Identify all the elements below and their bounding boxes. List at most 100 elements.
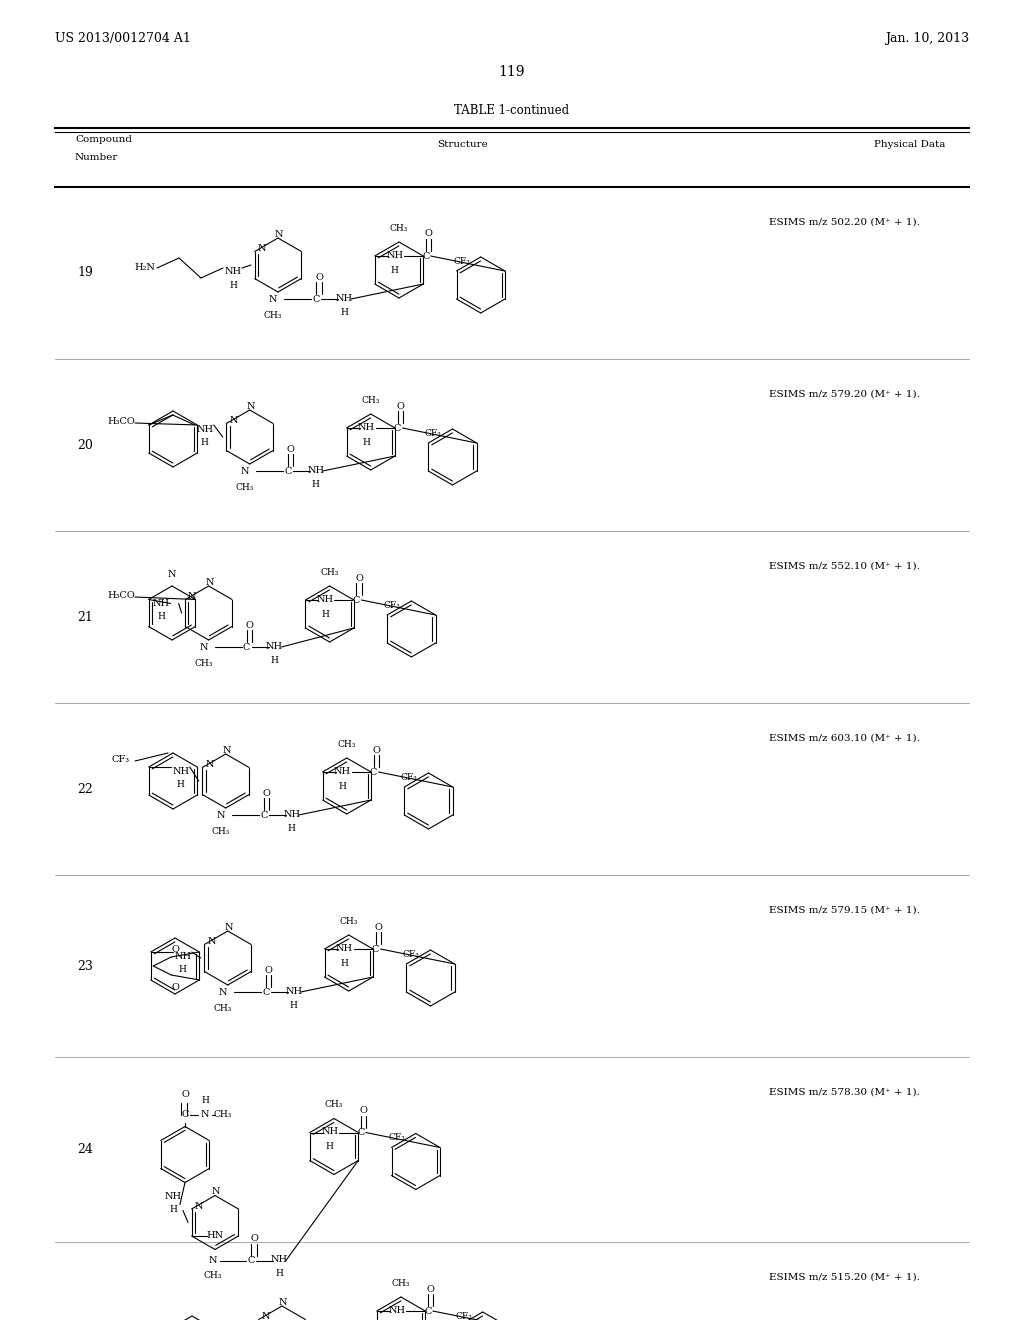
Text: ESIMS m/z 515.20 (M⁺ + 1).: ESIMS m/z 515.20 (M⁺ + 1).	[769, 1272, 920, 1282]
Text: NH: NH	[336, 944, 353, 953]
Text: 24: 24	[77, 1143, 93, 1156]
Text: NH: NH	[334, 767, 351, 776]
Text: N: N	[201, 1110, 209, 1119]
Text: HN: HN	[206, 1230, 223, 1239]
Text: NH: NH	[172, 767, 189, 776]
Text: H: H	[326, 1142, 334, 1151]
Text: H: H	[169, 1205, 177, 1214]
Text: O: O	[181, 1090, 189, 1100]
Text: NH: NH	[224, 268, 242, 276]
Text: C: C	[262, 987, 269, 997]
Text: O: O	[355, 573, 364, 582]
Text: O: O	[315, 272, 323, 281]
Text: N: N	[212, 1187, 220, 1196]
Text: N: N	[195, 1201, 203, 1210]
Text: N: N	[268, 294, 278, 304]
Text: H: H	[362, 437, 371, 446]
Text: US 2013/0012704 A1: US 2013/0012704 A1	[55, 32, 190, 45]
Text: O: O	[246, 620, 254, 630]
Text: H: H	[290, 1001, 298, 1010]
Text: H: H	[340, 308, 348, 317]
Text: H: H	[275, 1269, 283, 1278]
Text: CH₃: CH₃	[321, 568, 339, 577]
Text: O: O	[396, 401, 404, 411]
Text: ESIMS m/z 552.10 (M⁺ + 1).: ESIMS m/z 552.10 (M⁺ + 1).	[769, 561, 920, 570]
Text: N: N	[261, 1312, 270, 1320]
Text: NH: NH	[197, 425, 213, 433]
Text: H₃CO: H₃CO	[108, 590, 135, 599]
Text: NH: NH	[266, 642, 284, 651]
Text: Compound: Compound	[75, 135, 132, 144]
Text: O: O	[171, 982, 179, 991]
Text: NH: NH	[386, 251, 403, 260]
Text: Structure: Structure	[436, 140, 487, 149]
Text: NH: NH	[284, 809, 300, 818]
Text: H: H	[288, 824, 296, 833]
Text: CF₃: CF₃	[384, 601, 400, 610]
Text: CH₃: CH₃	[264, 310, 283, 319]
Text: O: O	[373, 746, 381, 755]
Text: C: C	[370, 767, 377, 776]
Text: CH₃: CH₃	[214, 1003, 232, 1012]
Text: Number: Number	[75, 153, 119, 161]
Text: NH: NH	[388, 1305, 406, 1315]
Text: CF₃: CF₃	[455, 1312, 472, 1320]
Text: TABLE 1-continued: TABLE 1-continued	[455, 103, 569, 116]
Text: H: H	[270, 656, 279, 664]
Text: NH: NH	[316, 594, 334, 603]
Text: 23: 23	[77, 960, 93, 973]
Text: CH₃: CH₃	[392, 1279, 411, 1287]
Text: CH₃: CH₃	[390, 223, 409, 232]
Text: H: H	[229, 281, 237, 289]
Text: H₃CO: H₃CO	[108, 417, 135, 425]
Text: O: O	[263, 788, 270, 797]
Text: CH₃: CH₃	[212, 826, 230, 836]
Text: NH: NH	[286, 986, 302, 995]
Text: N: N	[209, 1257, 217, 1265]
Text: H: H	[341, 958, 348, 968]
Text: N: N	[241, 466, 249, 475]
Text: N: N	[257, 244, 266, 253]
Text: CH₃: CH₃	[340, 916, 358, 925]
Text: C: C	[181, 1110, 188, 1119]
Text: C: C	[352, 595, 360, 605]
Text: N: N	[279, 1298, 288, 1307]
Text: CF₃: CF₃	[425, 429, 441, 437]
Text: CF₃: CF₃	[112, 755, 130, 763]
Text: Physical Data: Physical Data	[874, 140, 945, 149]
Text: N: N	[218, 987, 227, 997]
Text: C: C	[424, 1307, 431, 1316]
Text: H: H	[201, 1096, 209, 1105]
Text: NH: NH	[153, 599, 170, 609]
Text: ESIMS m/z 603.10 (M⁺ + 1).: ESIMS m/z 603.10 (M⁺ + 1).	[769, 734, 920, 743]
Text: H₂N: H₂N	[134, 264, 155, 272]
Text: N: N	[200, 643, 208, 652]
Text: N: N	[205, 760, 214, 770]
Text: H: H	[322, 610, 330, 619]
Text: H: H	[177, 780, 184, 788]
Text: N: N	[188, 591, 197, 601]
Text: O: O	[359, 1106, 368, 1115]
Text: H: H	[179, 965, 186, 974]
Text: C: C	[260, 810, 267, 820]
Text: C: C	[248, 1257, 255, 1265]
Text: CH₃: CH₃	[361, 396, 380, 404]
Text: CF₃: CF₃	[400, 772, 418, 781]
Text: O: O	[250, 1234, 258, 1243]
Text: C: C	[243, 643, 250, 652]
Text: CH₃: CH₃	[214, 1110, 232, 1119]
Text: H: H	[391, 265, 398, 275]
Text: N: N	[274, 230, 284, 239]
Text: O: O	[425, 230, 433, 239]
Text: CH₃: CH₃	[236, 483, 254, 491]
Text: H: H	[312, 479, 319, 488]
Text: N: N	[222, 746, 231, 755]
Text: NH: NH	[174, 952, 191, 961]
Text: C: C	[422, 252, 429, 260]
Text: ESIMS m/z 579.15 (M⁺ + 1).: ESIMS m/z 579.15 (M⁺ + 1).	[769, 906, 920, 915]
Text: H: H	[339, 781, 346, 791]
Text: C: C	[372, 945, 379, 953]
Text: O: O	[287, 445, 295, 454]
Text: 20: 20	[77, 438, 93, 451]
Text: H: H	[201, 437, 209, 446]
